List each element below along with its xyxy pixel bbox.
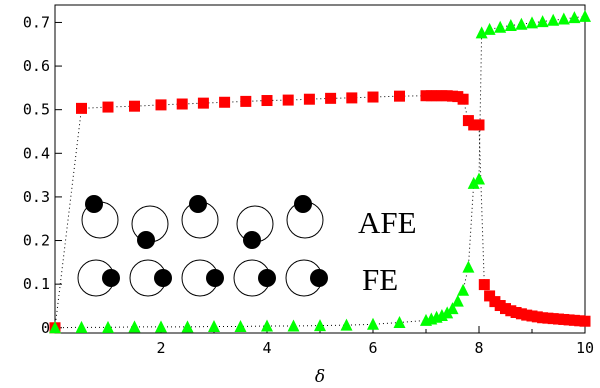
- triangle-point: [579, 9, 591, 22]
- y-tick-label: 0.1: [23, 275, 50, 293]
- triangle-point: [75, 320, 88, 333]
- afe-dipole: [131, 205, 169, 249]
- triangle-point: [314, 319, 326, 332]
- triangle-point: [475, 26, 488, 39]
- square-point: [473, 119, 485, 131]
- x-axis-label: δ: [315, 367, 325, 387]
- triangle-point: [208, 319, 220, 332]
- square-point: [325, 92, 337, 104]
- triangle-point: [504, 19, 517, 31]
- square-point: [478, 279, 490, 291]
- triangle-point: [526, 16, 538, 29]
- afe-dipole: [181, 195, 219, 239]
- inset-afe: AFE: [81, 195, 417, 249]
- fe-label: FE: [362, 262, 398, 297]
- triangle-point: [557, 12, 570, 25]
- y-tick-label: 0.6: [23, 57, 50, 75]
- fe-dipole: [181, 259, 224, 297]
- triangle-point: [568, 11, 581, 24]
- axes: 2 4 6 8 10 0 0.1 0.2 0.3 0.4 0.5 0.6 0.7: [23, 13, 594, 357]
- fe-dipole: [285, 259, 328, 297]
- triangle-point: [547, 13, 560, 26]
- y-tick-label: 0.5: [23, 101, 50, 119]
- square-point: [282, 94, 294, 106]
- x-tick-label: 4: [262, 339, 271, 357]
- triangle-point: [287, 319, 300, 332]
- y-tick-label: 0.3: [23, 188, 50, 206]
- afe-dipole: [236, 205, 274, 249]
- afe-label: AFE: [358, 205, 417, 240]
- square-point: [176, 98, 188, 110]
- triangle-point: [446, 302, 459, 315]
- triangle-point: [155, 320, 167, 333]
- triangle-point: [261, 319, 273, 332]
- triangle-point: [451, 294, 464, 307]
- square-point: [346, 92, 358, 104]
- fe-dipole: [129, 259, 172, 297]
- y-tick-label: 0.2: [23, 232, 50, 250]
- square-point: [394, 90, 405, 102]
- afe-dipole: [81, 195, 119, 239]
- triangle-point: [102, 320, 114, 333]
- fe-dipole: [77, 259, 120, 297]
- square-point: [484, 290, 496, 302]
- square-point: [102, 101, 114, 113]
- marks: [49, 9, 591, 334]
- y-tick-label: 0.7: [23, 13, 50, 31]
- y-tick-label: 0.4: [23, 144, 50, 162]
- afe-dipole: [286, 195, 324, 239]
- square-point: [240, 95, 252, 107]
- triangle-point: [234, 319, 247, 332]
- triangle-point: [441, 306, 454, 319]
- x-tick-label: 10: [576, 339, 594, 357]
- square-point: [219, 96, 231, 108]
- square-point: [155, 99, 167, 111]
- fe-dipole: [233, 259, 276, 297]
- triangle-point: [393, 316, 406, 329]
- triangle-point: [515, 17, 528, 30]
- triangle-point: [473, 172, 485, 185]
- y-tick-label: 0: [41, 319, 50, 337]
- x-tick-label: 2: [156, 339, 165, 357]
- triangle-point: [483, 22, 496, 35]
- x-tick-label: 6: [368, 339, 377, 357]
- square-point: [261, 95, 273, 107]
- triangle-point: [367, 317, 379, 330]
- square-point: [579, 315, 591, 327]
- triangle-point: [181, 320, 194, 333]
- triangle-point: [467, 176, 480, 189]
- triangle-point: [494, 20, 507, 33]
- square-point: [303, 93, 315, 105]
- square-point: [197, 97, 209, 109]
- triangle-point: [536, 15, 549, 28]
- square-point: [129, 100, 140, 112]
- square-point: [76, 102, 87, 114]
- square-point: [367, 91, 379, 103]
- x-tick-label: 8: [474, 339, 483, 357]
- inset-fe: FE: [77, 259, 398, 297]
- square-point: [457, 93, 469, 105]
- triangle-point: [128, 320, 141, 333]
- triangle-point: [462, 260, 475, 273]
- triangle-point: [340, 318, 353, 331]
- triangle-point: [49, 321, 61, 334]
- triangle-point: [457, 283, 470, 296]
